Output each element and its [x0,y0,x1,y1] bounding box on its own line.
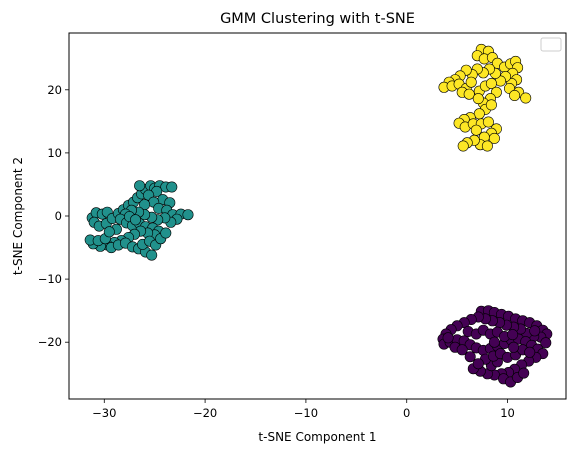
legend-box [540,37,562,52]
scatter-point [442,332,454,344]
y-tick-label: 20 [47,83,62,97]
y-axis-label: t-SNE Component 2 [11,157,25,275]
x-tick-label: 10 [500,406,515,420]
x-tick-label: 0 [403,406,410,420]
scatter-point [482,116,494,128]
x-tick-label: −10 [294,406,318,420]
scatter-point [485,99,497,111]
scatter-point [488,336,500,348]
scatter-point [518,367,530,379]
scatter-point [160,227,172,239]
scatter-point [182,209,194,221]
y-tick-label: −10 [38,272,62,286]
scatter-point [166,181,178,193]
x-axis-label: t-SNE Component 1 [258,430,376,444]
scatter-point [456,344,468,356]
scatter-point [520,92,532,104]
scatter-point [134,180,146,192]
y-tick-label: 0 [55,209,62,223]
ticks-layer: −30 −20 −10 0 10 −20 −10 0 10 20 [38,83,515,420]
y-tick-label: −20 [38,335,62,349]
scatter-point [481,140,493,152]
chart-title: GMM Clustering with t-SNE [220,11,415,27]
scatter-point [464,351,476,363]
scatter-point [465,76,477,88]
scatter-point [457,140,469,152]
scatter-point [529,325,541,337]
scatter-point [463,88,475,100]
scatter-point [130,214,142,226]
scatter-point [472,93,484,105]
scatter-point [470,124,482,136]
scatter-point [472,358,484,370]
scatter-point [509,90,521,102]
y-tick-label: 10 [47,146,62,160]
scatter-point [103,226,115,238]
scatter-point [507,329,519,341]
scatter-point [508,341,520,353]
scatter-point [540,337,552,349]
scatter-point [524,346,536,358]
x-tick-label: −20 [193,406,217,420]
x-tick-label: −30 [92,406,116,420]
scatter-point [488,132,500,144]
scatter-point [485,78,497,90]
scatter-point [146,249,158,261]
points-layer [84,43,553,388]
